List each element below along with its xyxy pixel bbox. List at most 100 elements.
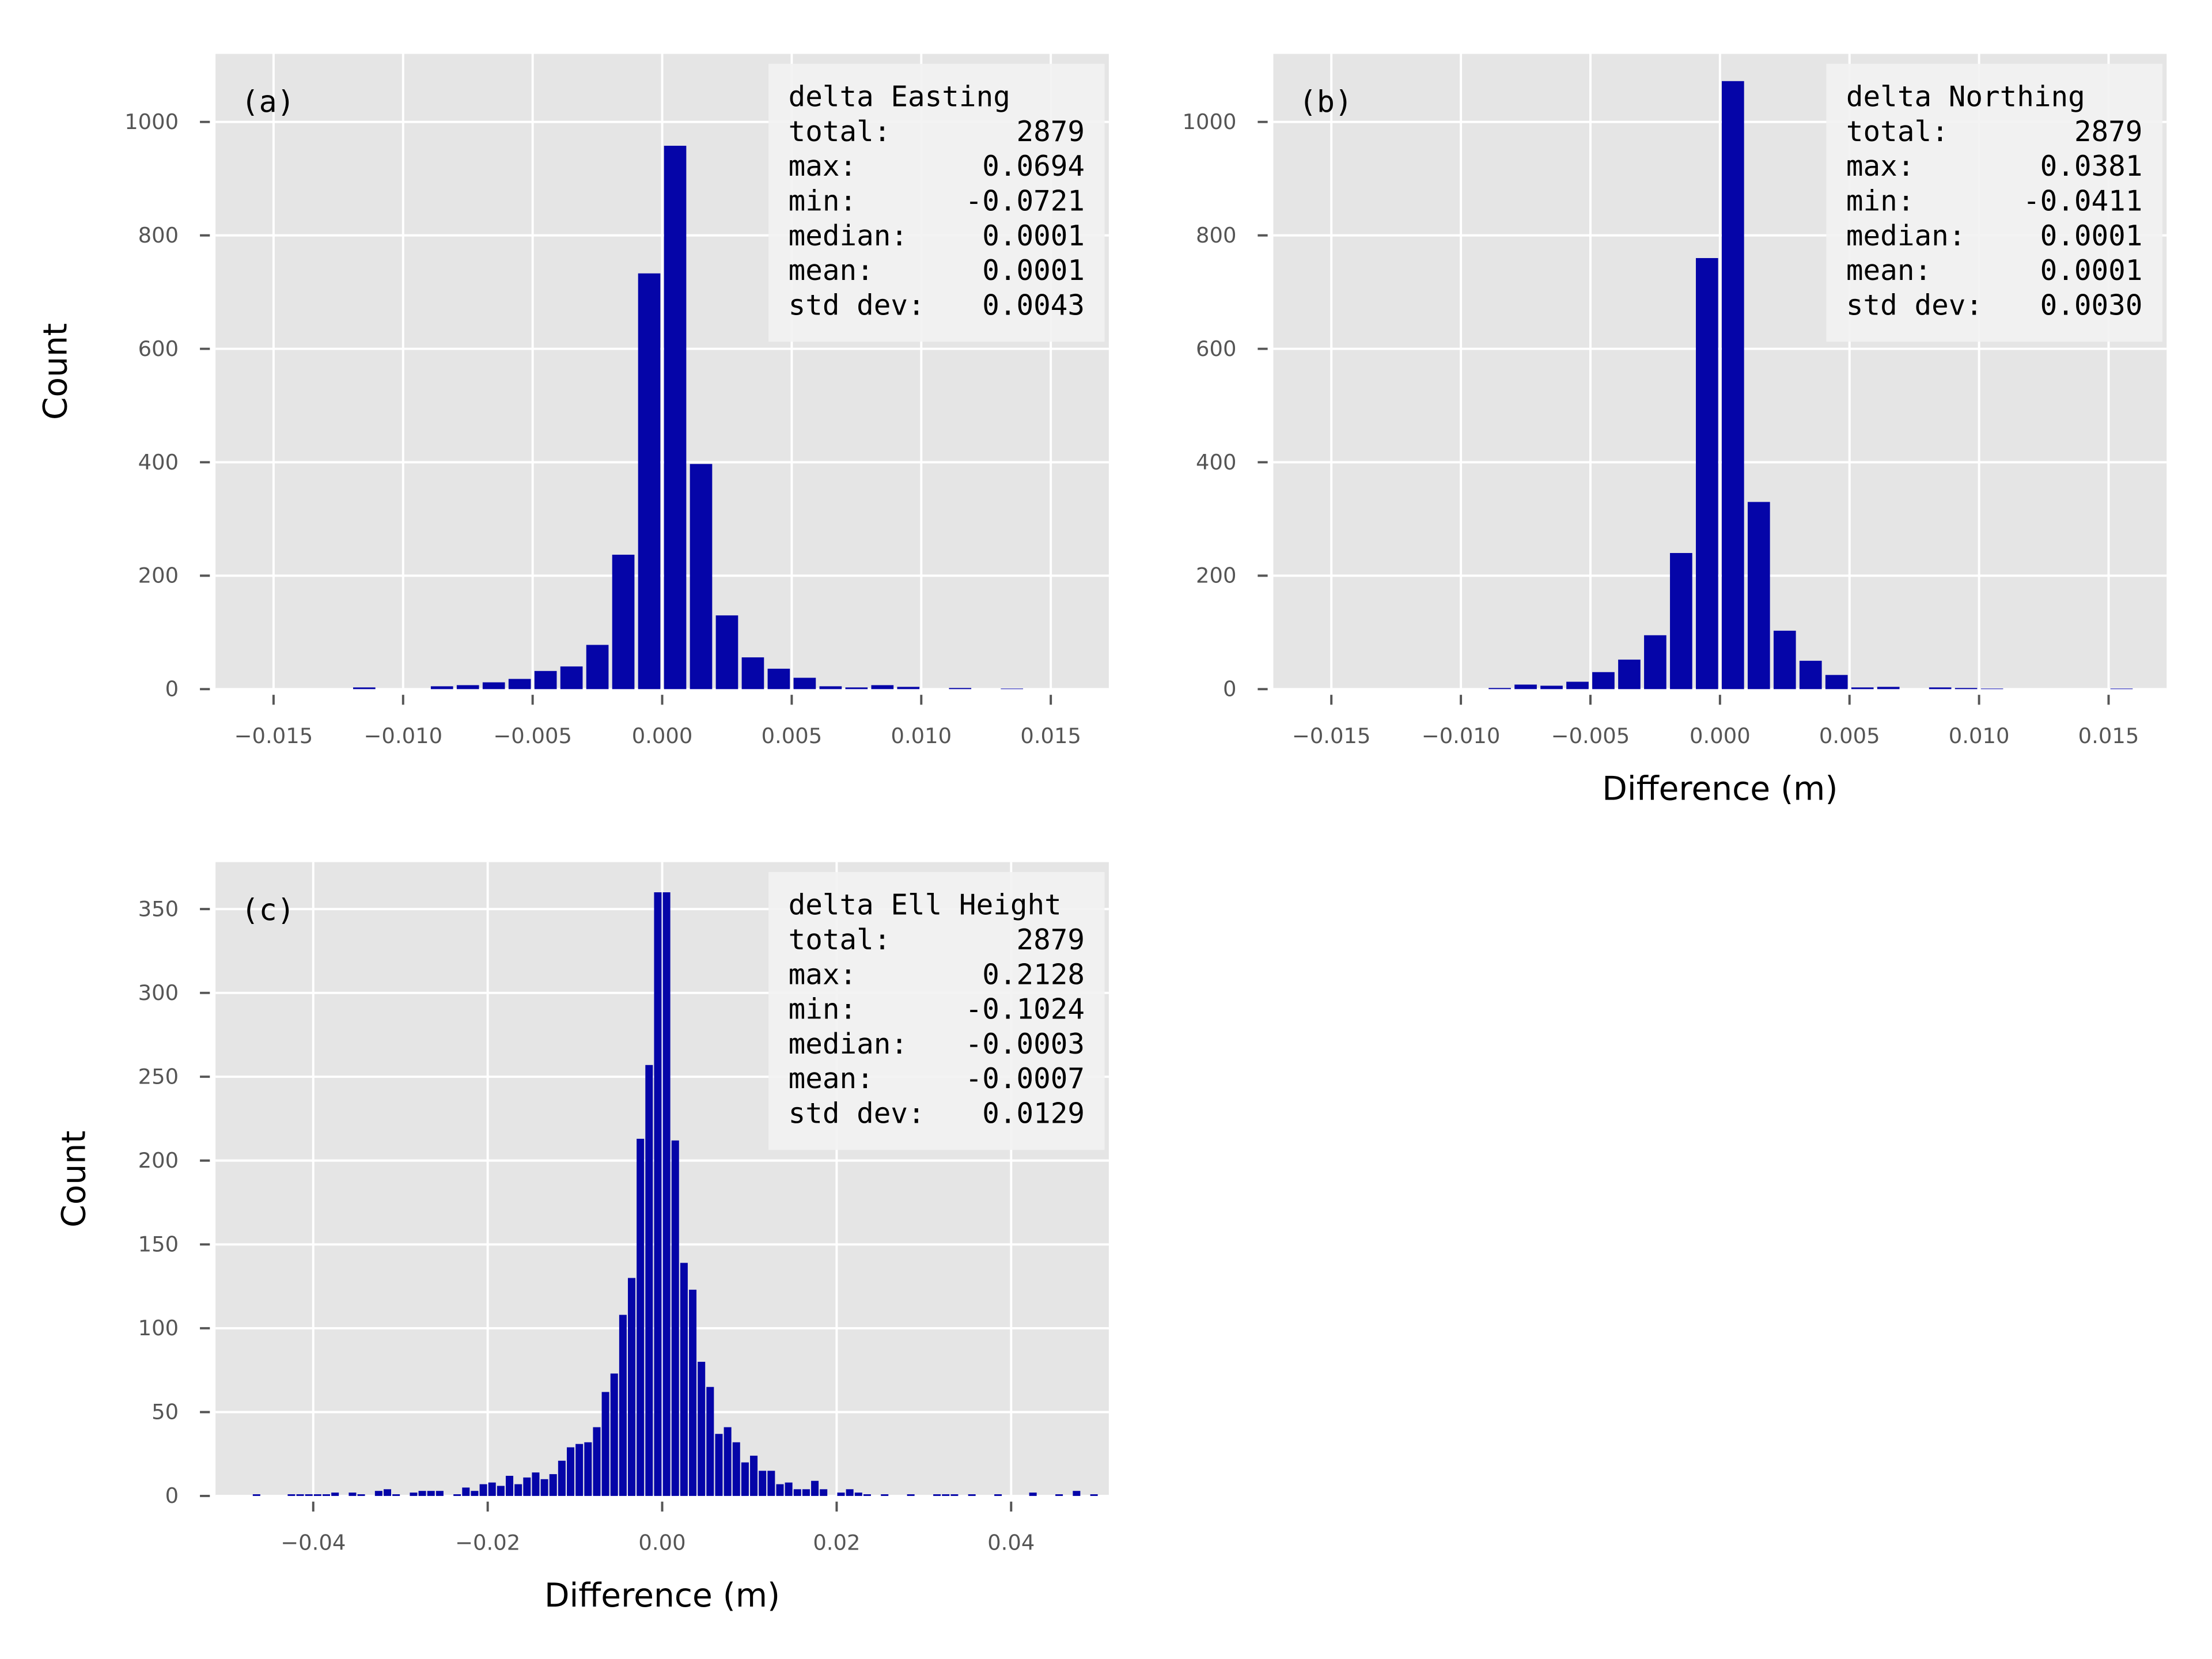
- histogram-bar: [584, 1442, 592, 1496]
- stats-row-label: min:: [789, 993, 857, 1026]
- histogram-bar: [331, 1493, 339, 1496]
- y-tick-label: 600: [138, 336, 179, 361]
- histogram-bar: [750, 1456, 758, 1496]
- histogram-bar: [654, 892, 662, 1496]
- histogram-bar: [418, 1491, 426, 1496]
- histogram-bar: [724, 1427, 732, 1496]
- histogram-bar: [767, 668, 790, 690]
- histogram-bar: [462, 1487, 470, 1496]
- panel-a: −0.015 −0.010 −0.005 0.000 0.005 0.010 0.015 0 2…: [37, 54, 1109, 748]
- histogram-bar: [1747, 502, 1770, 690]
- histogram-bar: [950, 1494, 959, 1496]
- stats-row-label: median:: [789, 1027, 908, 1060]
- x-tick-label: 0.005: [762, 724, 823, 748]
- histogram-bar: [664, 146, 687, 690]
- histogram-bar: [802, 1489, 810, 1496]
- histogram-bar: [392, 1494, 400, 1496]
- histogram-bar: [820, 1489, 828, 1496]
- histogram-bar: [793, 1489, 801, 1496]
- stats-row-label: max:: [789, 957, 857, 991]
- stats-row-label: median:: [789, 219, 908, 252]
- histogram-bar: [601, 1392, 609, 1496]
- histogram-bar: [968, 1494, 976, 1496]
- x-tick-label: −0.04: [281, 1530, 346, 1555]
- histogram-bar: [453, 1494, 461, 1496]
- histogram-bar: [575, 1444, 584, 1496]
- histogram-bar: [1090, 1494, 1098, 1496]
- x-tick-label: 0.000: [1690, 724, 1751, 748]
- stats-row-value: -0.0411: [2023, 184, 2142, 218]
- histogram-bar: [410, 1493, 418, 1496]
- histogram-bar: [1488, 688, 1511, 690]
- histogram-bar: [1029, 1493, 1037, 1496]
- histogram-bar: [1825, 675, 1848, 690]
- stats-row-label: std dev:: [789, 1097, 925, 1130]
- y-tick-label: 200: [138, 1148, 179, 1173]
- histogram-bar: [1540, 685, 1563, 690]
- histogram-bar: [671, 1140, 679, 1496]
- stats-row-label: max:: [1846, 149, 1915, 183]
- histogram-bar: [435, 1491, 444, 1496]
- stats-row-label: mean:: [1846, 253, 1931, 287]
- histogram-bar: [897, 687, 920, 690]
- y-tick-label: 150: [138, 1232, 179, 1257]
- histogram-bar: [793, 677, 816, 690]
- histogram-bar: [1073, 1491, 1081, 1496]
- histogram-bar: [610, 1373, 618, 1496]
- histogram-bar: [374, 1491, 382, 1496]
- histogram-bar: [1955, 688, 1978, 690]
- histogram-bar: [767, 1471, 775, 1496]
- y-axis-label: Count: [55, 1131, 93, 1228]
- stats-row-value: 0.0030: [2040, 288, 2143, 321]
- stats-row-value: 0.2128: [982, 957, 1085, 991]
- histogram-bar: [732, 1442, 740, 1496]
- x-tick-label: −0.015: [1292, 724, 1371, 748]
- stats-row-label: total:: [789, 115, 891, 148]
- histogram-bar: [1721, 81, 1744, 690]
- y-tick-label: 250: [138, 1065, 179, 1089]
- stats-row-label: min:: [789, 184, 857, 218]
- y-tick-label: 0: [1223, 677, 1236, 702]
- histogram-bar: [689, 1289, 697, 1496]
- histogram-bar: [1696, 258, 1718, 690]
- y-tick-label: 200: [138, 563, 179, 588]
- histogram-bar: [863, 1494, 871, 1496]
- histogram-bar: [506, 1475, 514, 1496]
- histogram-bar: [811, 1480, 819, 1496]
- x-tick-label: −0.005: [1551, 724, 1630, 748]
- histogram-bar: [846, 1489, 854, 1496]
- stats-row-value: 0.0043: [982, 288, 1085, 321]
- histogram-bar: [715, 615, 738, 690]
- histogram-bar: [1851, 687, 1874, 690]
- x-tick-label: 0.015: [2078, 724, 2139, 748]
- histogram-bar: [690, 464, 713, 690]
- panel-b: −0.015 −0.010 −0.005 0.000 0.005 0.010 0.015 0 2…: [1183, 54, 2167, 808]
- histogram-bar: [540, 1479, 548, 1496]
- histogram-bar: [322, 1494, 330, 1496]
- stats-row-value: -0.0007: [965, 1062, 1085, 1095]
- histogram-bar: [1929, 687, 1952, 690]
- stats-row-value: -0.0003: [965, 1027, 1085, 1060]
- histogram-bar: [482, 682, 505, 690]
- histogram-bar: [508, 679, 531, 690]
- stats-row-label: min:: [1846, 184, 1915, 218]
- histogram-bar: [741, 1462, 749, 1496]
- stats-box: [768, 63, 1105, 342]
- stats-row-value: 0.0001: [2040, 219, 2143, 252]
- x-axis-label: Difference (m): [544, 1577, 780, 1615]
- y-axis-label: Count: [37, 323, 75, 420]
- histogram-bar: [252, 1494, 260, 1496]
- histogram-bar: [881, 1494, 889, 1496]
- panel-c: −0.04 −0.02 0.00 0.02 0.04 0 50 100 150 200 250 300…: [55, 862, 1109, 1615]
- histogram-bar: [662, 892, 671, 1496]
- stats-row-value: 0.0001: [2040, 253, 2143, 287]
- histogram-bar: [837, 1493, 845, 1496]
- histogram-bar: [1644, 635, 1666, 690]
- stats-row-value: -0.0721: [965, 184, 1085, 218]
- y-tick-label: 600: [1196, 336, 1236, 361]
- histogram-bar: [1055, 1494, 1063, 1496]
- histogram-bar: [871, 685, 894, 690]
- stats-row-label: std dev:: [1846, 288, 1983, 321]
- histogram-bar: [1773, 630, 1796, 690]
- histogram-bar: [638, 273, 661, 690]
